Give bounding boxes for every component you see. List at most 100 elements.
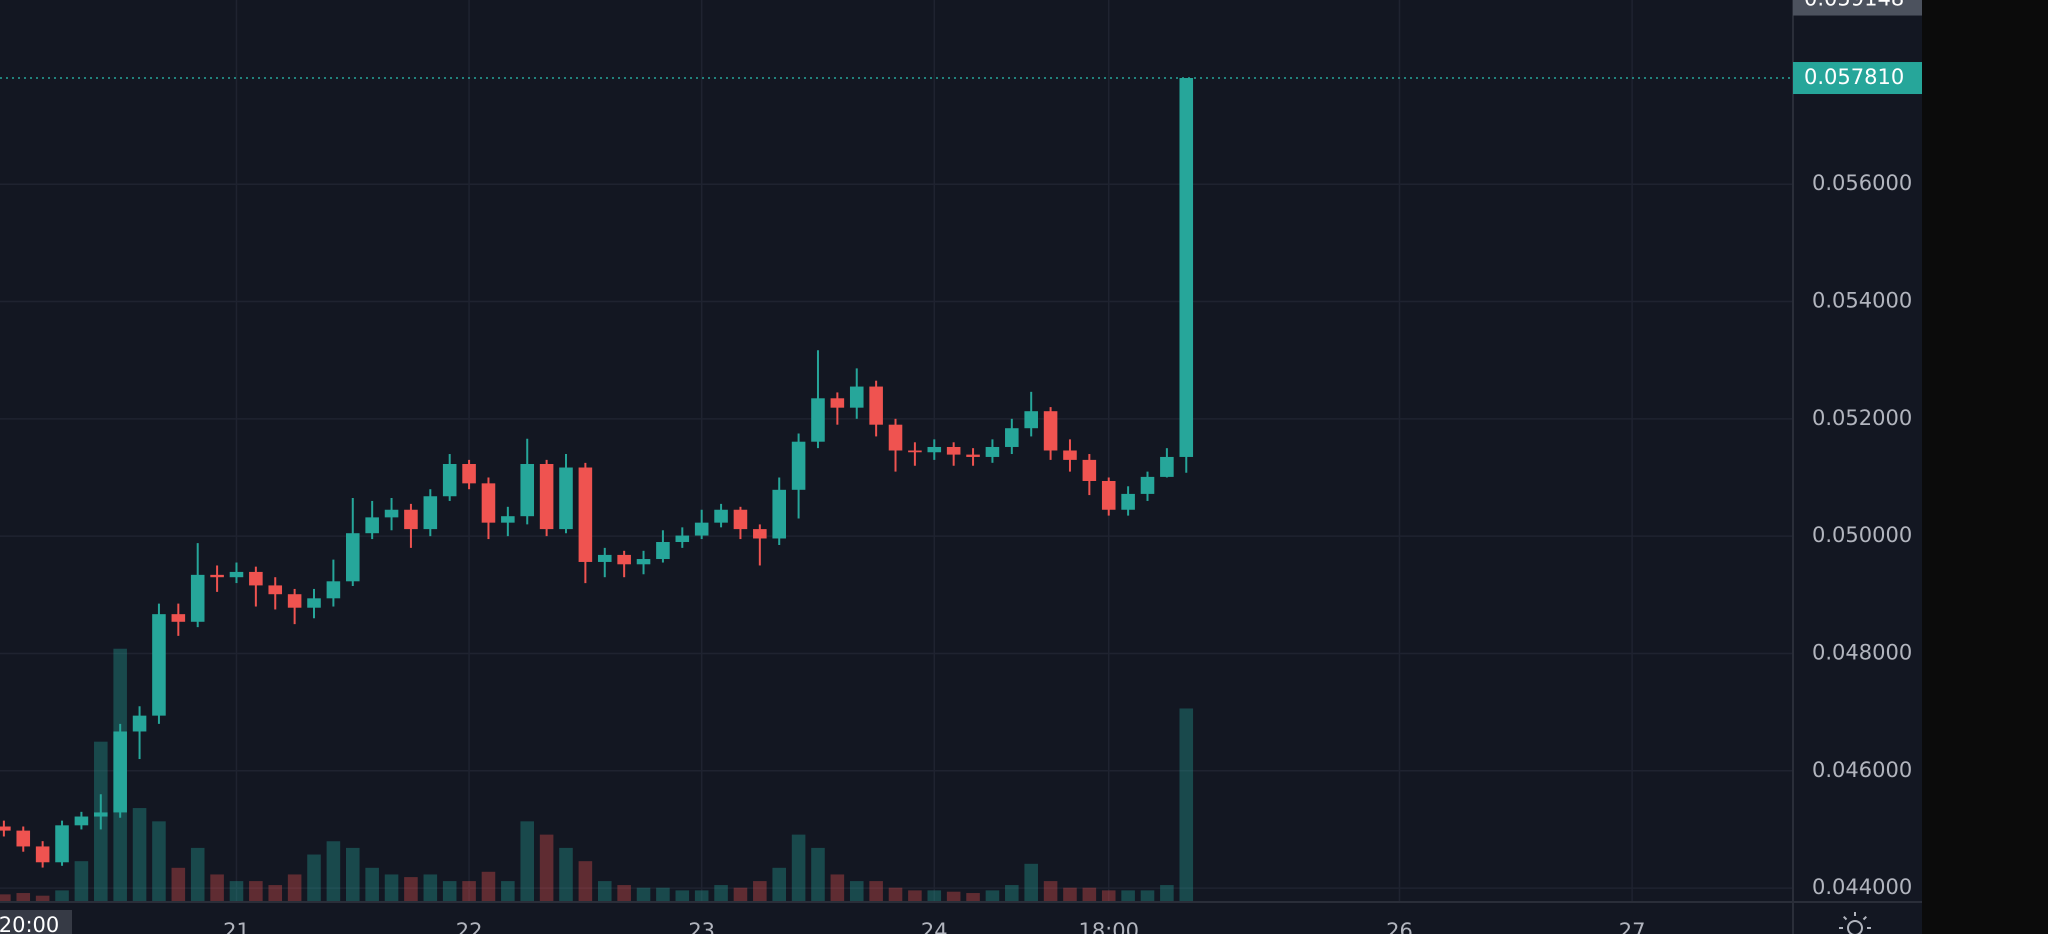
- candle-body: [1005, 428, 1019, 447]
- candle-body: [733, 509, 748, 530]
- candle-body: [966, 454, 980, 457]
- high-price-label: 0.059148: [1804, 0, 1904, 11]
- candle-body: [74, 816, 89, 826]
- volume-bar: [404, 877, 418, 901]
- volume-bar: [190, 847, 205, 901]
- volume-bar: [16, 893, 31, 901]
- x-tick-label: 27: [1619, 919, 1646, 934]
- candle-body: [985, 446, 1000, 457]
- volume-bar: [811, 847, 825, 901]
- y-tick-label: 0.046000: [1812, 758, 1912, 782]
- candle-body: [1179, 78, 1194, 457]
- volume-bar: [791, 834, 806, 901]
- candle-body: [1024, 411, 1038, 429]
- x-tick-label: 23: [688, 919, 715, 934]
- volume-bar: [365, 867, 379, 901]
- volume-bar: [966, 893, 980, 901]
- volume-bar: [1024, 863, 1038, 901]
- candle-body: [520, 463, 535, 517]
- candle-body: [35, 846, 50, 863]
- volume-bar: [656, 887, 670, 901]
- volume-bar: [35, 895, 50, 901]
- candle-body: [714, 509, 728, 523]
- candle-body: [0, 826, 11, 831]
- volume-bar: [287, 874, 302, 901]
- volume-bar: [1121, 890, 1135, 901]
- candle-body: [559, 467, 573, 530]
- volume-bar: [481, 871, 496, 901]
- volume-bar: [210, 874, 224, 901]
- candle-body: [888, 424, 903, 451]
- chart-background: [0, 0, 1922, 934]
- y-tick-label: 0.052000: [1812, 406, 1912, 430]
- axes-layer: 0.044000 0.046000 0.048000 0.050000 0.052000…: [0, 0, 1922, 934]
- candle-body: [307, 598, 321, 608]
- volume-bar: [345, 847, 360, 901]
- volume-bar: [1043, 881, 1058, 901]
- volume-bar: [830, 874, 845, 901]
- volume-bar: [772, 867, 786, 901]
- volume-bar: [733, 887, 748, 901]
- candle-body: [1063, 450, 1077, 460]
- candle-body: [249, 571, 263, 586]
- candle-body: [171, 614, 186, 622]
- candle-body: [1101, 481, 1116, 510]
- cursor-time-box: [0, 910, 72, 934]
- volume-bar: [74, 861, 89, 901]
- volume-bar: [384, 874, 399, 901]
- volume-bar: [1063, 887, 1077, 901]
- candle-body: [927, 446, 942, 453]
- volume-bar: [636, 887, 651, 901]
- candle-body: [229, 571, 244, 578]
- volume-bar: [1160, 885, 1174, 901]
- x-tick-label: 24: [921, 919, 948, 934]
- candle-body: [869, 386, 883, 425]
- volume-bar: [908, 890, 922, 901]
- last-price-box: [1793, 62, 1922, 95]
- side-strip: [1922, 0, 2048, 934]
- volume-bar: [1101, 890, 1116, 901]
- volume-bar: [1179, 708, 1194, 901]
- volume-bar: [307, 854, 321, 901]
- volume-bar: [326, 841, 341, 901]
- candle-body: [617, 554, 631, 565]
- volume-bar: [849, 881, 864, 901]
- volume-bar: [520, 821, 535, 901]
- candle-body: [481, 483, 496, 523]
- y-tick-label: 0.056000: [1812, 171, 1912, 195]
- candle-body: [326, 581, 341, 599]
- candle-body: [753, 529, 767, 539]
- volume-bar: [0, 894, 11, 901]
- volume-bar: [617, 885, 631, 901]
- x-tick-label: 22: [456, 919, 483, 934]
- candle-body: [597, 554, 612, 562]
- candle-body: [791, 441, 806, 490]
- candle-body: [55, 825, 69, 863]
- candle-body: [1082, 459, 1097, 482]
- volume-bar: [152, 821, 166, 901]
- volume-bar: [869, 881, 883, 901]
- volume-bar: [985, 890, 1000, 901]
- x-tick-label: 21: [223, 919, 250, 934]
- x-tick-label: 26: [1386, 919, 1413, 934]
- candle-body: [210, 574, 224, 578]
- volume-bar: [714, 885, 728, 901]
- volume-bar: [442, 881, 457, 901]
- candle-body: [190, 574, 205, 622]
- candle-body: [1043, 411, 1058, 451]
- volume-bar: [675, 890, 690, 901]
- candle-body: [539, 463, 554, 530]
- y-tick-label: 0.050000: [1812, 523, 1912, 547]
- candle-body: [675, 535, 690, 543]
- y-tick-label: 0.054000: [1812, 289, 1912, 313]
- candle-body: [656, 542, 670, 560]
- settings-icon[interactable]: [1839, 912, 1871, 934]
- candle-body: [1121, 493, 1135, 510]
- candle-body: [287, 594, 302, 608]
- candle-body: [365, 517, 379, 534]
- volume-bar: [1140, 890, 1155, 901]
- volume-bar: [171, 867, 186, 901]
- volume-bar: [462, 881, 476, 901]
- candle-body: [946, 446, 961, 455]
